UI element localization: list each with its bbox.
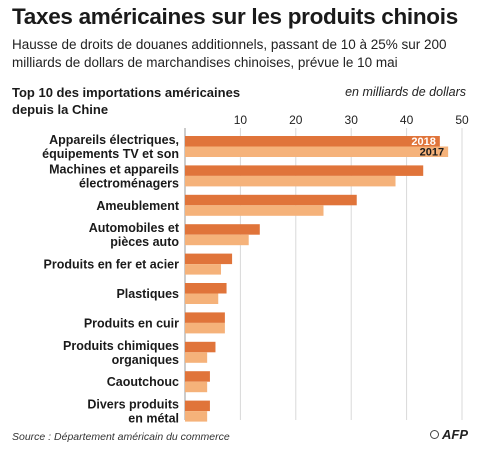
bar-2017-6: [185, 322, 225, 334]
tick-label-40: 40: [400, 113, 414, 127]
category-label-0-1: équipements TV et son: [42, 147, 179, 161]
legend-2018: 2018: [411, 136, 435, 148]
bar-2018-7: [185, 341, 216, 353]
bar-2017-0: [185, 146, 449, 157]
bar-2018-2: [185, 194, 357, 206]
bar-2017-5: [185, 293, 219, 304]
category-label-8-0: Caoutchouc: [107, 375, 179, 389]
category-label-6-0: Produits en cuir: [84, 316, 179, 330]
bar-2018-4: [185, 253, 233, 265]
section-title: Top 10 des importations américaines depu…: [12, 85, 241, 117]
chart-subtitle: Hausse de droits de douanes additionnels…: [12, 37, 447, 70]
bar-2017-4: [185, 264, 222, 275]
category-label-9-1: en métal: [128, 412, 179, 426]
category-label-7-1: organiques: [112, 353, 179, 367]
bar-2018-9: [185, 400, 210, 412]
category-label-1-1: électroménagers: [79, 176, 179, 190]
category-label-7-0: Produits chimiques: [63, 339, 179, 353]
tick-label-30: 30: [345, 113, 359, 127]
category-label-0-0: Appareils électriques,: [49, 133, 179, 147]
category-label-3-1: pièces auto: [110, 235, 179, 249]
category-label-1-0: Machines et appareils: [49, 162, 179, 176]
tick-label-50: 50: [455, 113, 469, 127]
bar-2018-5: [185, 283, 227, 294]
bar-2018-1: [185, 165, 424, 176]
tick-label-20: 20: [289, 113, 303, 127]
category-label-3-0: Automobiles et: [89, 221, 180, 235]
bar-2017-2: [185, 205, 324, 216]
category-label-5-0: Plastiques: [116, 287, 179, 301]
category-label-9-0: Divers produits: [87, 398, 179, 412]
chart-title: Taxes américaines sur les produits chino…: [12, 4, 458, 29]
afp-logo-text: AFP: [442, 427, 468, 442]
bar-2017-1: [185, 175, 396, 187]
afp-logo: AFP: [430, 427, 468, 442]
bar-2017-8: [185, 381, 208, 393]
bar-2017-3: [185, 234, 249, 246]
bar-2017-7: [185, 352, 208, 363]
bar-2018-3: [185, 224, 260, 235]
bar-2018-8: [185, 371, 210, 382]
afp-ring-icon: [430, 430, 439, 439]
bar-2018-0: [185, 136, 440, 147]
tick-label-10: 10: [234, 113, 248, 127]
legend-2017: 2017: [420, 147, 444, 159]
source-note: Source : Département américain du commer…: [12, 431, 230, 443]
category-label-4-0: Produits en fer et acier: [44, 258, 180, 272]
category-label-2-0: Ameublement: [96, 199, 179, 213]
unit-label: en milliards de dollars: [345, 85, 466, 99]
bar-2017-9: [185, 411, 208, 422]
bar-2018-6: [185, 312, 225, 323]
